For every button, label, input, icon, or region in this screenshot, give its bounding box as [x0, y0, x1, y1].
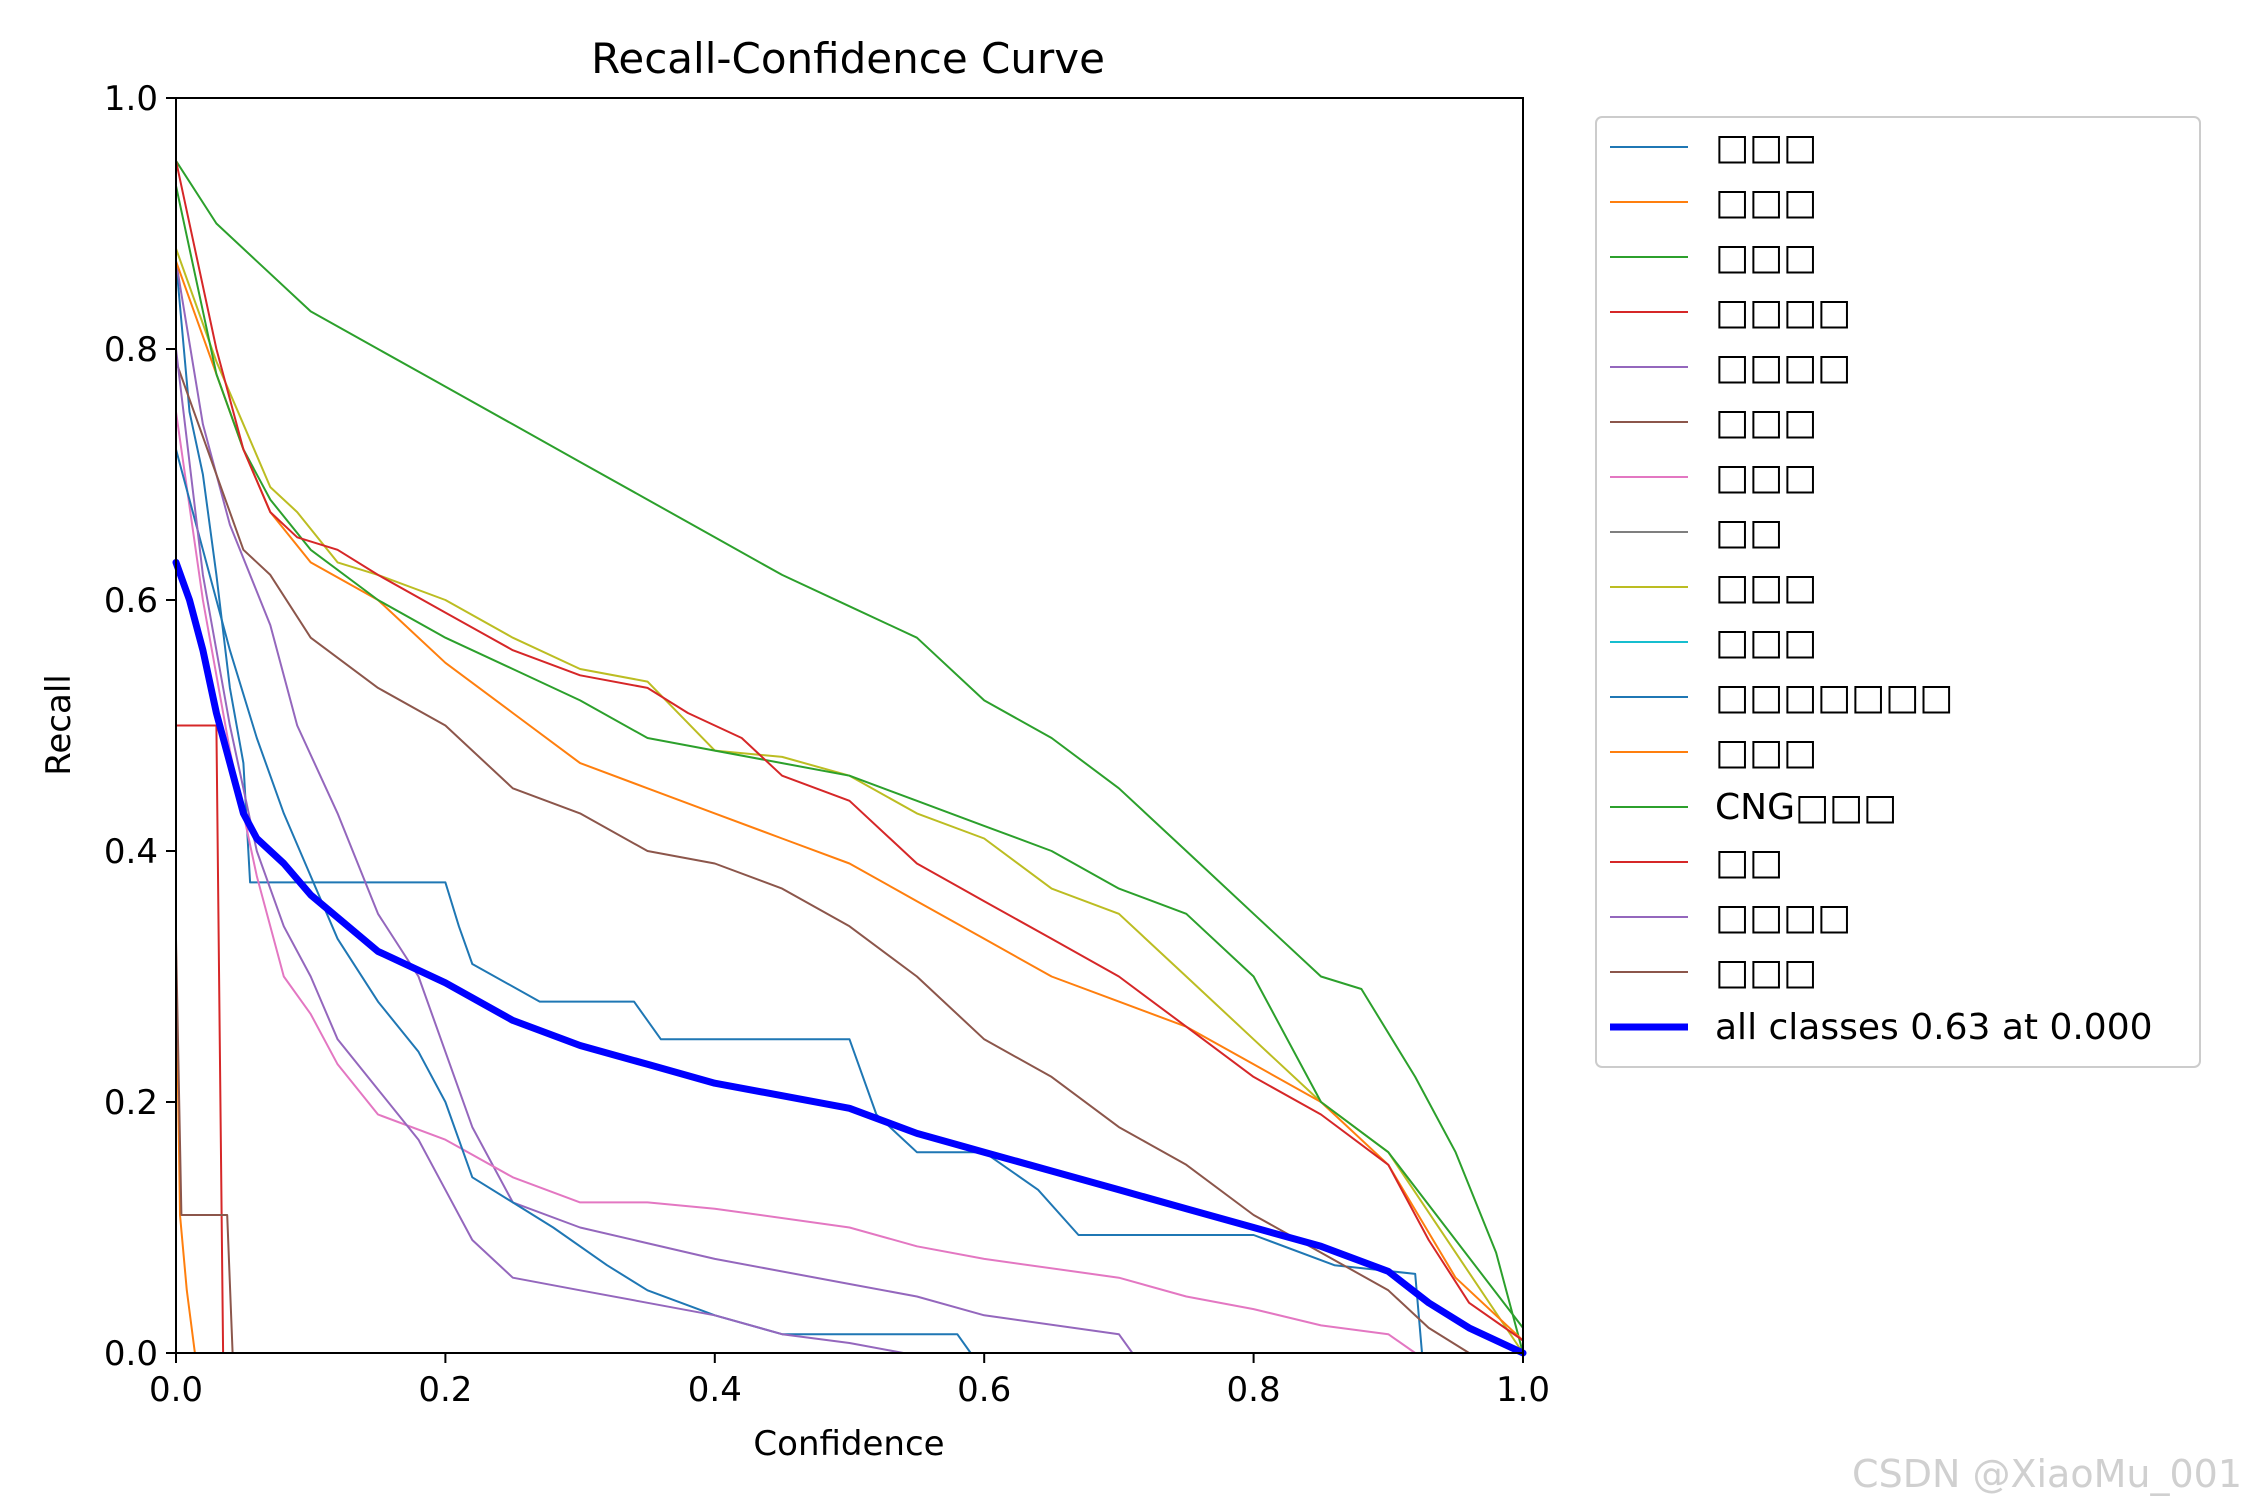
series-line-1: [175, 950, 1524, 1354]
y-tick-label: 0.4: [104, 832, 158, 872]
x-axis-label: Confidence: [753, 1424, 944, 1464]
series-line-6: [175, 410, 1524, 1354]
legend-label-0: □□□: [1715, 127, 1817, 168]
legend-label-16: all classes 0.63 at 0.000: [1715, 1007, 2153, 1048]
y-axis-label: Recall: [39, 674, 79, 775]
legend-label-2: □□□: [1715, 237, 1817, 278]
chart-title: Recall-Confidence Curve: [591, 34, 1105, 83]
y-tick-label: 0.0: [104, 1334, 158, 1374]
series-line-10: [175, 448, 1524, 1354]
series-lines: [172, 159, 1527, 1357]
legend-label-8: □□□: [1715, 567, 1817, 608]
series-line-11: [175, 260, 1524, 1342]
x-tick-label: 0.8: [1227, 1370, 1281, 1410]
y-tick-label: 0.2: [104, 1083, 158, 1123]
legend-label-6: □□□: [1715, 457, 1817, 498]
series-line-12: [175, 184, 1524, 1329]
legend-label-5: □□□: [1715, 402, 1817, 443]
series-line-16: [172, 558, 1527, 1357]
series-line-0: [175, 260, 1423, 1354]
legend-label-10: □□□□□□□: [1715, 677, 1953, 718]
legend-label-1: □□□: [1715, 182, 1817, 223]
x-tick-label: 0.2: [418, 1370, 472, 1410]
legend-label-4: □□□□: [1715, 347, 1851, 388]
series-line-13: [175, 159, 1524, 1342]
legend: □□□□□□□□□□□□□□□□□□□□□□□□□□□□□□□□□□□□□□□□…: [1595, 116, 2201, 1068]
x-axis: 0.0 0.2 0.4 0.6 0.8 1.0: [149, 1353, 1550, 1410]
y-tick-label: 0.8: [104, 330, 158, 370]
legend-label-3: □□□□: [1715, 292, 1851, 333]
legend-label-15: □□□: [1715, 952, 1817, 993]
y-axis: 0.0 0.2 0.4 0.6 0.8 1.0: [104, 79, 176, 1374]
series-line-14: [175, 348, 1524, 1354]
x-tick-label: 1.0: [1496, 1370, 1550, 1410]
legend-label-9: □□□: [1715, 622, 1817, 663]
y-tick-label: 0.6: [104, 581, 158, 621]
legend-box: [1595, 116, 2201, 1068]
watermark: CSDN @XiaoMu_001: [1852, 1452, 2242, 1496]
x-tick-label: 0.0: [149, 1370, 203, 1410]
x-tick-label: 0.4: [688, 1370, 742, 1410]
legend-label-7: □□: [1715, 512, 1783, 553]
series-line-4: [175, 260, 1524, 1354]
legend-label-12: CNG□□□: [1715, 787, 1897, 828]
series-line-8: [175, 247, 1524, 1354]
legend-label-14: □□□□: [1715, 897, 1851, 938]
series-line-5: [175, 360, 1471, 1354]
legend-label-13: □□: [1715, 842, 1783, 883]
y-tick-label: 1.0: [104, 79, 158, 119]
legend-items: □□□□□□□□□□□□□□□□□□□□□□□□□□□□□□□□□□□□□□□□…: [1610, 127, 2153, 1048]
x-tick-label: 0.6: [957, 1370, 1011, 1410]
series-line-2: [175, 159, 1524, 1354]
plot-frame: [175, 97, 1524, 1354]
legend-label-11: □□□: [1715, 732, 1817, 773]
